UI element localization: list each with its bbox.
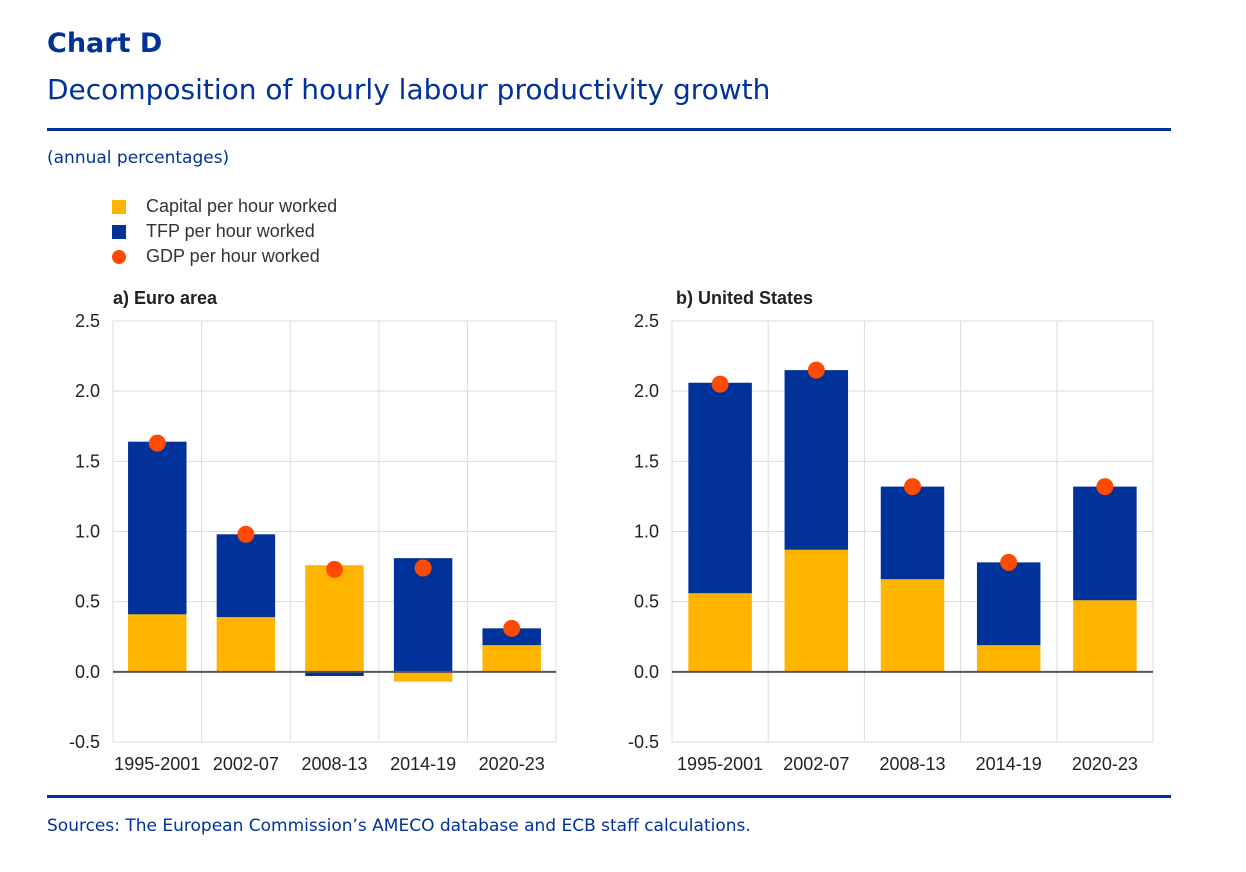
capital-bar	[688, 593, 752, 672]
gdp-dot-swatch	[112, 249, 126, 264]
y-tick-label: 2.0	[634, 381, 659, 401]
tfp-bar	[216, 534, 276, 618]
sources-note: Sources: The European Commission’s AMECO…	[47, 816, 751, 836]
y-tick-label: 0.0	[75, 662, 100, 682]
capital-bar	[976, 645, 1041, 672]
gdp-dot	[1000, 553, 1018, 571]
x-tick-label: 2014-19	[976, 754, 1042, 774]
legend-item-tfp: TFP per hour worked	[112, 219, 337, 244]
bottom-divider	[47, 795, 1171, 798]
tfp-bar	[976, 562, 1041, 646]
capital-bar	[128, 614, 187, 672]
gdp-dot	[503, 619, 521, 637]
x-tick-label: 2020-23	[479, 754, 545, 774]
y-tick-label: 0.5	[75, 592, 100, 612]
capital-bar	[1073, 600, 1137, 672]
x-tick-label: 1995-2001	[114, 754, 200, 774]
y-tick-label: 0.0	[634, 662, 659, 682]
legend-item-gdp: GDP per hour worked	[112, 244, 337, 269]
x-tick-label: 2020-23	[1072, 754, 1138, 774]
gdp-dot	[237, 525, 255, 543]
x-tick-label: 2014-19	[390, 754, 456, 774]
capital-bar	[784, 549, 849, 672]
tfp-bar	[393, 558, 453, 672]
gdp-dot	[711, 375, 729, 393]
capital-bar	[482, 645, 541, 672]
panel-title: b) United States	[676, 288, 813, 308]
x-tick-label: 2002-07	[213, 754, 279, 774]
tfp-bar	[880, 486, 945, 580]
gdp-dot	[1096, 478, 1114, 496]
capital-bar	[880, 579, 945, 672]
tfp-bar	[305, 671, 364, 677]
capital-bar	[305, 565, 364, 672]
legend-item-capital: Capital per hour worked	[112, 194, 337, 219]
y-tick-label: 1.0	[634, 522, 659, 542]
x-tick-label: 2002-07	[783, 754, 849, 774]
legend-label: Capital per hour worked	[146, 196, 338, 216]
y-tick-label: 1.5	[75, 451, 100, 471]
y-tick-label: 1.5	[634, 451, 659, 471]
gdp-dot	[807, 361, 825, 379]
capital-swatch	[112, 199, 126, 214]
top-divider	[47, 128, 1171, 131]
units-label: (annual percentages)	[47, 148, 230, 168]
legend-label: GDP per hour worked	[146, 246, 320, 266]
gdp-dot	[414, 559, 432, 577]
gdp-dot	[148, 434, 166, 452]
x-tick-label: 2008-13	[879, 754, 945, 774]
chart-label: Chart D	[47, 28, 163, 59]
legend: Capital per hour worked TFP per hour wor…	[112, 194, 337, 269]
y-tick-label: 1.0	[75, 522, 100, 542]
y-tick-label: -0.5	[628, 732, 659, 752]
y-tick-label: 2.5	[634, 311, 659, 331]
y-tick-label: 0.5	[634, 592, 659, 612]
tfp-bar	[128, 441, 187, 615]
gdp-dot	[904, 478, 921, 496]
y-tick-label: 2.5	[75, 311, 100, 331]
tfp-bar	[784, 370, 849, 550]
capital-bar	[393, 671, 453, 682]
legend-label: TFP per hour worked	[146, 221, 315, 241]
tfp-bar	[688, 382, 752, 594]
panel-title: a) Euro area	[113, 288, 218, 308]
y-tick-label: 2.0	[75, 381, 100, 401]
tfp-bar	[1073, 486, 1137, 601]
x-tick-label: 2008-13	[301, 754, 367, 774]
tfp-swatch	[112, 224, 126, 239]
chart-title: Decomposition of hourly labour productiv…	[47, 73, 771, 106]
y-tick-label: -0.5	[69, 732, 100, 752]
capital-bar	[216, 617, 276, 672]
gdp-dot	[326, 560, 343, 578]
x-tick-label: 1995-2001	[677, 754, 763, 774]
